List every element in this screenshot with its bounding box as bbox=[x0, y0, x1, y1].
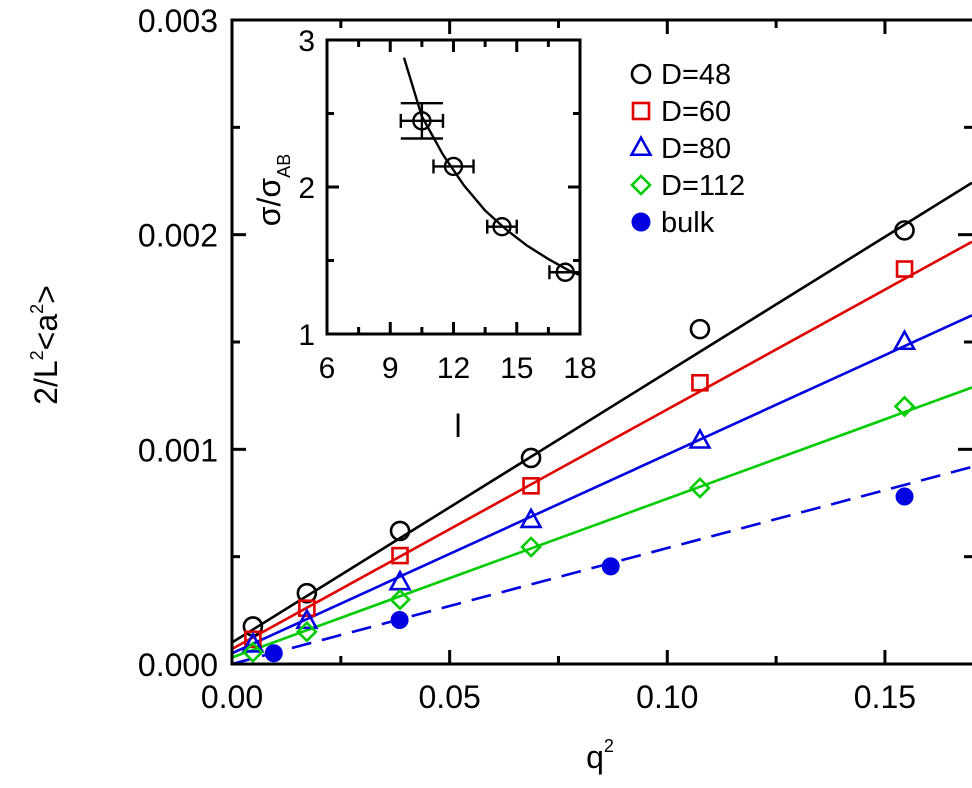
point-d112 bbox=[296, 620, 318, 643]
point-d60 bbox=[522, 477, 540, 495]
inset-curve-group bbox=[399, 57, 580, 282]
inset-x-axis-label: l bbox=[454, 408, 461, 444]
y-tick-label: 0.001 bbox=[138, 432, 218, 468]
point-d48 bbox=[389, 520, 411, 542]
legend: D=48 D=60 D=80 D=112 bulk bbox=[629, 59, 745, 239]
inset-point bbox=[412, 111, 432, 131]
point-d112 bbox=[520, 536, 542, 558]
inset-x-tick-label: 9 bbox=[382, 352, 399, 385]
inset-point bbox=[443, 156, 464, 177]
fit-line-d48 bbox=[232, 181, 972, 644]
x-tick-label: 0.10 bbox=[636, 679, 698, 715]
x-tick-label: 0.15 bbox=[854, 679, 916, 715]
fit-line-d60 bbox=[232, 240, 972, 651]
legend-label-d80: D=80 bbox=[661, 133, 731, 165]
point-d60 bbox=[691, 373, 709, 392]
x-axis-label: q2 bbox=[586, 736, 614, 775]
point-d80 bbox=[519, 507, 543, 529]
point-d80 bbox=[688, 427, 712, 449]
legend-marker-d80 bbox=[629, 134, 653, 157]
inset-x-tick-label: 15 bbox=[500, 352, 533, 385]
point-bulk bbox=[601, 557, 620, 576]
inset-background bbox=[327, 40, 580, 334]
legend-marker-d60 bbox=[631, 101, 651, 121]
point-d60 bbox=[298, 599, 316, 617]
point-d112 bbox=[893, 395, 916, 418]
y-tick-label: 0.003 bbox=[138, 3, 218, 39]
point-bulk bbox=[390, 610, 409, 629]
legend-marker-bulk bbox=[631, 212, 651, 232]
y-axis-label: 2/L2<a2> bbox=[27, 285, 64, 405]
legend-marker-d48 bbox=[630, 63, 652, 85]
point-d112 bbox=[242, 641, 264, 664]
inset-y-tick-label: 2 bbox=[298, 172, 315, 205]
point-d112 bbox=[689, 477, 711, 499]
y-tick-label: 0.002 bbox=[138, 218, 218, 254]
point-d80 bbox=[295, 608, 319, 630]
point-d60 bbox=[391, 546, 409, 565]
x-tick-label: 0.00 bbox=[201, 679, 263, 715]
legend-label-d48: D=48 bbox=[661, 59, 731, 91]
main-chart: 0.00 0.05 0.10 0.15 0.000 0.001 0.002 0.003 q2 2/… bbox=[27, 3, 972, 775]
inset-x-tick-label: 6 bbox=[319, 352, 336, 385]
inset-y-axis-label: σ/σAB bbox=[251, 154, 294, 226]
point-d48 bbox=[520, 447, 542, 469]
point-d48 bbox=[296, 582, 318, 604]
point-d48 bbox=[894, 220, 915, 241]
legend-label-d112: D=112 bbox=[661, 170, 745, 202]
x-tick-label: 0.05 bbox=[419, 679, 481, 715]
inset-y-tick-label: 3 bbox=[298, 25, 315, 58]
point-d60 bbox=[895, 260, 914, 278]
point-d80 bbox=[241, 631, 265, 653]
point-d112 bbox=[389, 588, 411, 611]
fit-line-d112 bbox=[232, 386, 972, 659]
point-d80 bbox=[892, 328, 917, 351]
y-tick-label: 0.000 bbox=[138, 647, 218, 683]
point-bulk bbox=[895, 487, 914, 506]
inset-x-tick-label: 18 bbox=[563, 352, 596, 385]
inset-point bbox=[555, 262, 575, 282]
legend-label-d60: D=60 bbox=[661, 96, 731, 128]
point-bulk bbox=[264, 644, 283, 663]
inset-point bbox=[492, 216, 512, 237]
point-d48 bbox=[689, 318, 711, 340]
fit-line-d80 bbox=[232, 314, 972, 655]
inset-y-tick-label: 1 bbox=[298, 319, 315, 352]
legend-label-bulk: bulk bbox=[661, 207, 715, 239]
legend-marker-d112 bbox=[630, 174, 652, 196]
inset-x-tick-label: 12 bbox=[437, 352, 470, 385]
